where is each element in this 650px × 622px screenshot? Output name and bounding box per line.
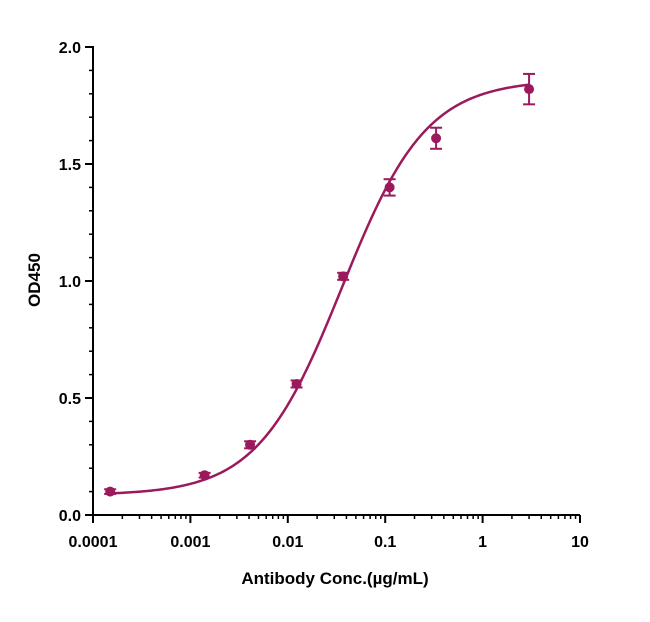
x-tick-label: 0.1: [374, 534, 396, 551]
data-point: [338, 271, 349, 282]
data-points-layer: [104, 72, 536, 497]
axes: 0.0 0.5 1.0 1.5 2.0 0.0001 0.001 0.01 0.1 1 10: [59, 40, 589, 551]
x-tick-label: 10: [571, 534, 589, 551]
data-point: [105, 486, 116, 497]
x-tick-label: 0.001: [170, 534, 210, 551]
data-point: [431, 133, 442, 144]
y-tick-label: 1.5: [59, 157, 81, 174]
fit-curve: [110, 83, 530, 495]
data-point: [245, 439, 256, 450]
fit-curve-layer: [110, 83, 530, 495]
y-tick-label: 0.0: [59, 508, 81, 525]
y-tick-label: 2.0: [59, 40, 81, 57]
x-tick-label: 0.0001: [69, 534, 118, 551]
y-axis-title: OD450: [25, 253, 44, 307]
x-tick-label: 0.01: [272, 534, 303, 551]
y-tick-label: 1.0: [59, 274, 81, 291]
x-tick-label: 1: [478, 534, 487, 551]
data-point: [524, 84, 535, 95]
data-point: [199, 470, 210, 481]
x-axis-title: Antibody Conc.(µg/mL): [241, 569, 428, 588]
data-point: [291, 378, 302, 389]
y-tick-label: 0.5: [59, 391, 81, 408]
data-point: [384, 182, 395, 193]
